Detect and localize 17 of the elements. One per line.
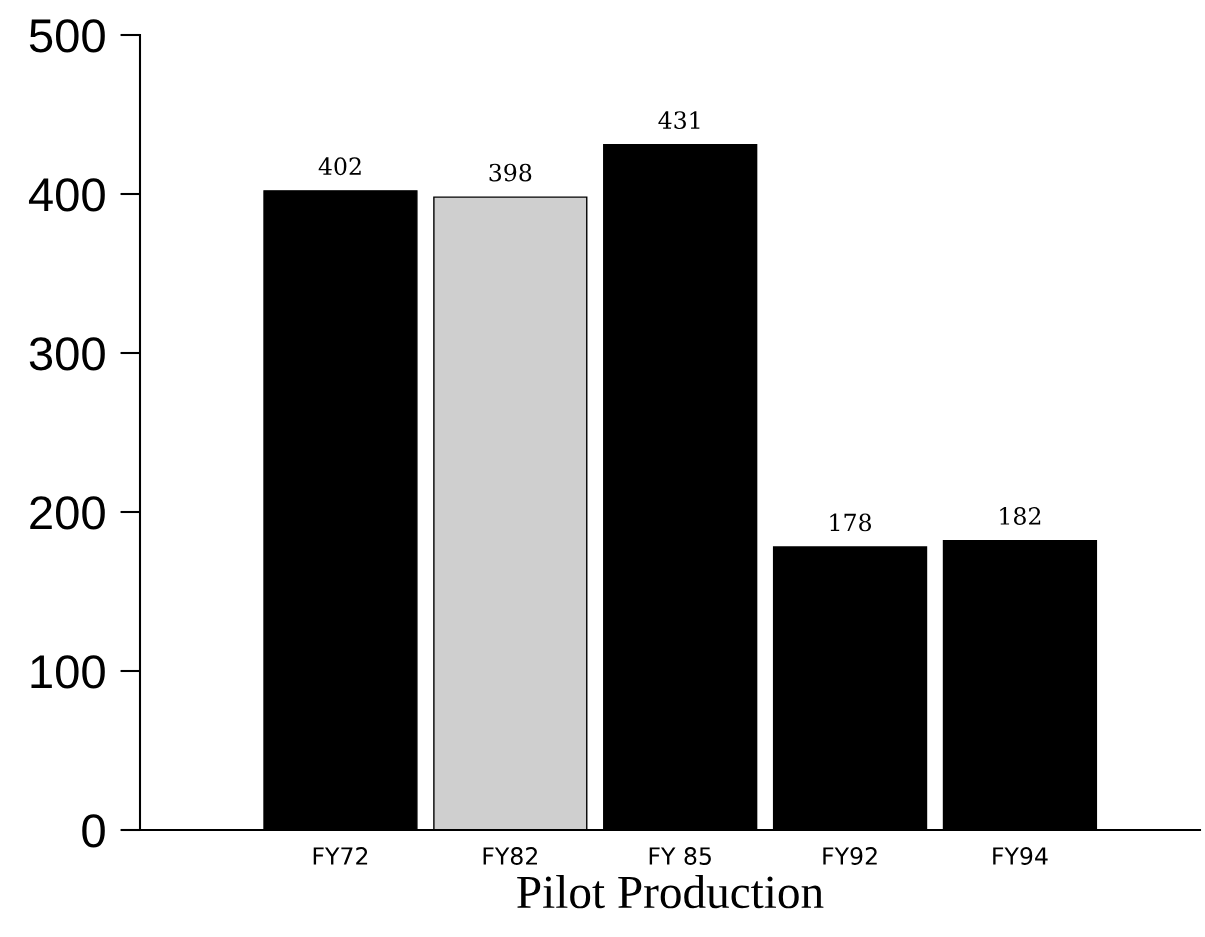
x-axis-title: Pilot Production <box>517 875 824 909</box>
data-label: 402 <box>318 157 361 176</box>
x-tick-label: FY94 <box>993 847 1048 865</box>
data-label: 178 <box>830 513 872 532</box>
y-tick-label: 200 <box>30 496 105 530</box>
x-tick-label: FY92 <box>823 847 877 865</box>
data-label: 182 <box>1000 507 1041 525</box>
y-tick-label: 100 <box>31 655 105 689</box>
data-label: 431 <box>658 111 700 130</box>
y-tick-label: 400 <box>28 178 105 212</box>
x-tick-label: FY 85 <box>649 847 711 865</box>
y-tick-label: 0 <box>82 814 105 848</box>
y-tick-label: 500 <box>29 19 105 53</box>
y-tick-label: 300 <box>29 337 105 371</box>
x-tick-label: FY72 <box>313 847 368 865</box>
x-tick-label: FY82 <box>483 847 537 865</box>
data-label: 398 <box>489 163 532 182</box>
